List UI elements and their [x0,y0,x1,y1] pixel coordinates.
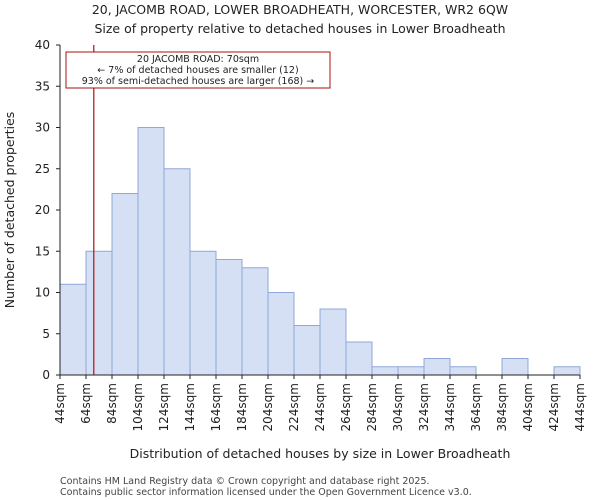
y-tick-label: 40 [35,38,50,52]
y-ticks-group: 0 5 10 15 20 25 30 35 40 [35,38,60,382]
chart-title: 20, JACOMB ROAD, LOWER BROADHEATH, WORCE… [92,2,508,17]
x-tick-label: 264sqm [339,383,353,431]
y-tick-label: 35 [35,79,50,93]
histogram-bar [111,193,139,376]
histogram-bar [293,325,321,376]
histogram-bar [345,341,373,376]
x-tick-label: 344sqm [443,383,457,431]
annotation-box [65,51,331,89]
x-tick-label: 404sqm [521,383,535,431]
histogram-bar [501,358,529,376]
y-tick-label: 30 [35,121,50,135]
histogram-bar [137,127,165,376]
x-tick-label: 284sqm [365,383,379,431]
x-tick-label: 204sqm [261,383,275,431]
x-tick-label: 164sqm [209,383,223,431]
histogram-bar [319,308,347,376]
histogram-bar [241,267,269,376]
y-tick-label: 5 [42,327,50,341]
annotation-line-3: 93% of semi-detached houses are larger (… [82,76,315,87]
x-tick-label: 44sqm [53,383,67,424]
x-tick-label: 384sqm [495,383,509,431]
histogram-bar [553,366,581,376]
histogram-bar [267,292,295,376]
x-axis-label: Distribution of detached houses by size … [130,446,511,461]
y-tick-label: 25 [35,162,50,176]
x-tick-label: 104sqm [131,383,145,431]
x-tick-label: 144sqm [183,383,197,431]
bars-group [59,127,581,376]
y-tick-label: 20 [35,203,50,217]
x-tick-label: 244sqm [313,383,327,431]
annotation-line-1: 20 JACOMB ROAD: 70sqm [137,54,259,65]
x-tick-label: 444sqm [573,383,587,431]
x-ticks-group: 44sqm 64sqm 84sqm 104sqm 124sqm 144sqm 164sqm 1… [53,375,587,431]
annotation-line-2: ← 7% of detached houses are smaller (12) [97,65,298,76]
y-tick-label: 15 [35,244,50,258]
histogram-bar [189,250,217,376]
histogram-bar [397,366,425,376]
chart-subtitle: Size of property relative to detached ho… [94,21,505,36]
y-tick-label: 10 [35,286,50,300]
histogram-bar [449,366,477,376]
histogram-bar [163,168,191,376]
x-tick-label: 324sqm [417,383,431,431]
footer-line-1: Contains HM Land Registry data © Crown c… [60,476,430,487]
histogram-bar [59,283,87,376]
x-tick-label: 184sqm [235,383,249,431]
footer-line-2: Contains public sector information licen… [60,487,472,498]
x-tick-label: 224sqm [287,383,301,431]
y-axis-label: Number of detached properties [2,112,17,309]
x-tick-label: 124sqm [157,383,171,431]
x-tick-label: 84sqm [105,383,119,424]
histogram-bar [215,259,243,376]
x-tick-label: 304sqm [391,383,405,431]
x-tick-label: 364sqm [469,383,483,431]
x-tick-label: 424sqm [547,383,561,431]
x-tick-label: 64sqm [79,383,93,424]
histogram-bar [371,366,399,376]
y-tick-label: 0 [42,368,50,382]
histogram-bar [423,358,451,376]
histogram-bar [85,250,113,376]
